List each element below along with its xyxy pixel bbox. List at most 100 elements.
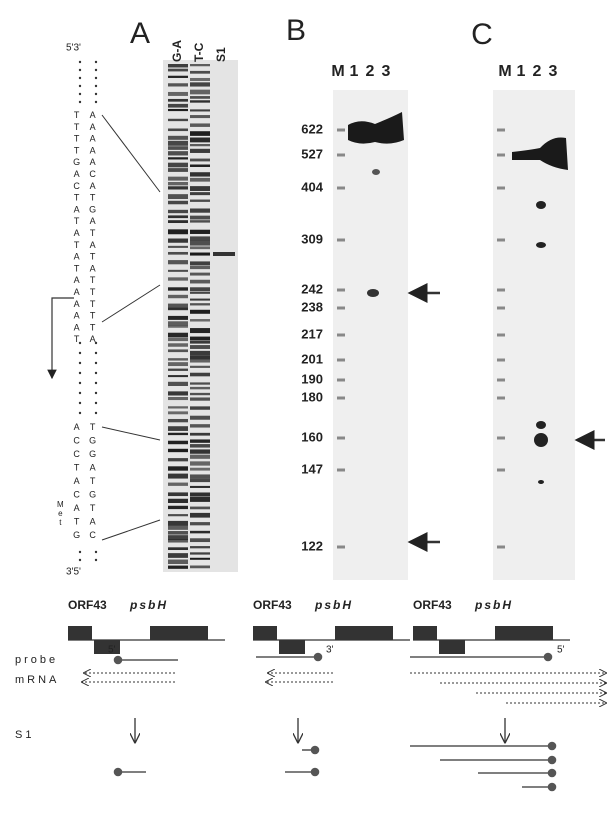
lane-label: S1 [214,47,228,62]
gel-band [168,539,188,542]
gel-band [190,507,210,510]
ellipsis-dot [79,85,81,87]
ellipsis-dot [95,402,97,404]
gel-band [168,316,188,320]
gel-band [190,230,210,234]
gel-band [168,151,188,155]
gel-band [168,252,188,255]
gel-band [190,90,210,95]
gel-band [168,109,188,111]
end-label: 5' [108,645,116,656]
gel-band [168,92,188,96]
lane-label: 3 [382,63,391,80]
gel-band [190,280,210,284]
row-label: probe [15,654,58,666]
gel-band [168,391,188,395]
gel-band [190,261,210,265]
ellipsis-dot [79,101,81,103]
gel-band [168,326,188,328]
gene-label: ORF43 [413,598,452,612]
size-marker: 160 [301,429,323,444]
gel-band [168,168,188,172]
gel-band [497,154,505,157]
gel-band [190,531,210,534]
exon [68,626,92,640]
gel-band [168,260,188,264]
size-marker: 404 [301,179,323,194]
gel-band [497,239,505,242]
gel-band [168,129,188,132]
gel-band [337,187,345,190]
ellipsis-dot [95,559,97,561]
gel-band [168,83,188,86]
gel-band [190,345,210,349]
sequence: AAAAACATGATATATTTTTA [88,110,98,346]
size-marker: 122 [301,538,323,553]
gel-band [190,100,210,102]
connector-line [102,115,160,192]
panel-label: A [130,17,150,50]
gel-band [190,522,210,525]
lane-label: 1 [350,63,359,80]
gel-band [337,307,345,310]
gel-band [190,337,210,341]
gel-band [190,468,210,471]
gel-band [497,379,505,382]
gel-band [190,552,210,554]
ellipsis-dot [95,77,97,79]
figure: ABCG-AT-CS15'3'3'5'TTTTGACTATATATAAAAATA… [0,0,611,819]
gel-band [168,277,188,280]
gel-band [190,319,210,322]
gel-band [168,521,188,526]
gel-band [168,411,188,414]
ellipsis-dot [95,85,97,87]
gel-band [190,78,210,81]
gel-band [190,64,210,66]
gel-band [190,492,210,496]
gel-band [190,558,210,560]
lane-label: 3 [549,63,558,80]
exon [253,626,277,640]
gel-band [190,208,210,212]
row-label: S1 [15,729,34,741]
gel-band [367,289,379,297]
ellipsis-dot [95,69,97,71]
gel-band [190,236,210,241]
gel-band [168,349,188,352]
exon [413,626,437,640]
gel-band [190,546,210,548]
gene-label: psbH [129,598,168,612]
size-marker: 147 [301,461,323,476]
gel-band [168,333,188,337]
gel-band [168,535,188,540]
sequence-end: 5'3' [66,43,81,54]
gel-band [497,359,505,362]
panel-label: B [286,14,306,47]
gel-band [168,419,188,422]
gel-band [190,566,210,569]
gel-band [168,220,188,223]
ellipsis-dot [79,559,81,561]
ellipsis-dot [79,392,81,394]
gel-band [190,115,210,118]
size-marker: 217 [301,326,323,341]
size-marker: 180 [301,389,323,404]
gel-band [190,303,210,305]
gel-band [168,287,188,290]
gel-band [190,96,210,99]
gel-band [168,186,188,189]
gel-band [190,299,210,301]
gel-band [168,295,188,298]
gel-band [213,252,235,256]
gel-band [190,382,210,384]
ellipsis-dot [95,352,97,354]
sequence: TGGATGTAC [88,422,98,544]
gel-band [168,69,188,72]
gel-band [190,149,210,153]
gel-band [168,483,188,486]
gel-band [497,397,505,400]
gel-band [190,220,210,222]
panel-label: C [471,18,493,51]
gel-band [190,356,210,360]
ellipsis-dot [79,61,81,63]
